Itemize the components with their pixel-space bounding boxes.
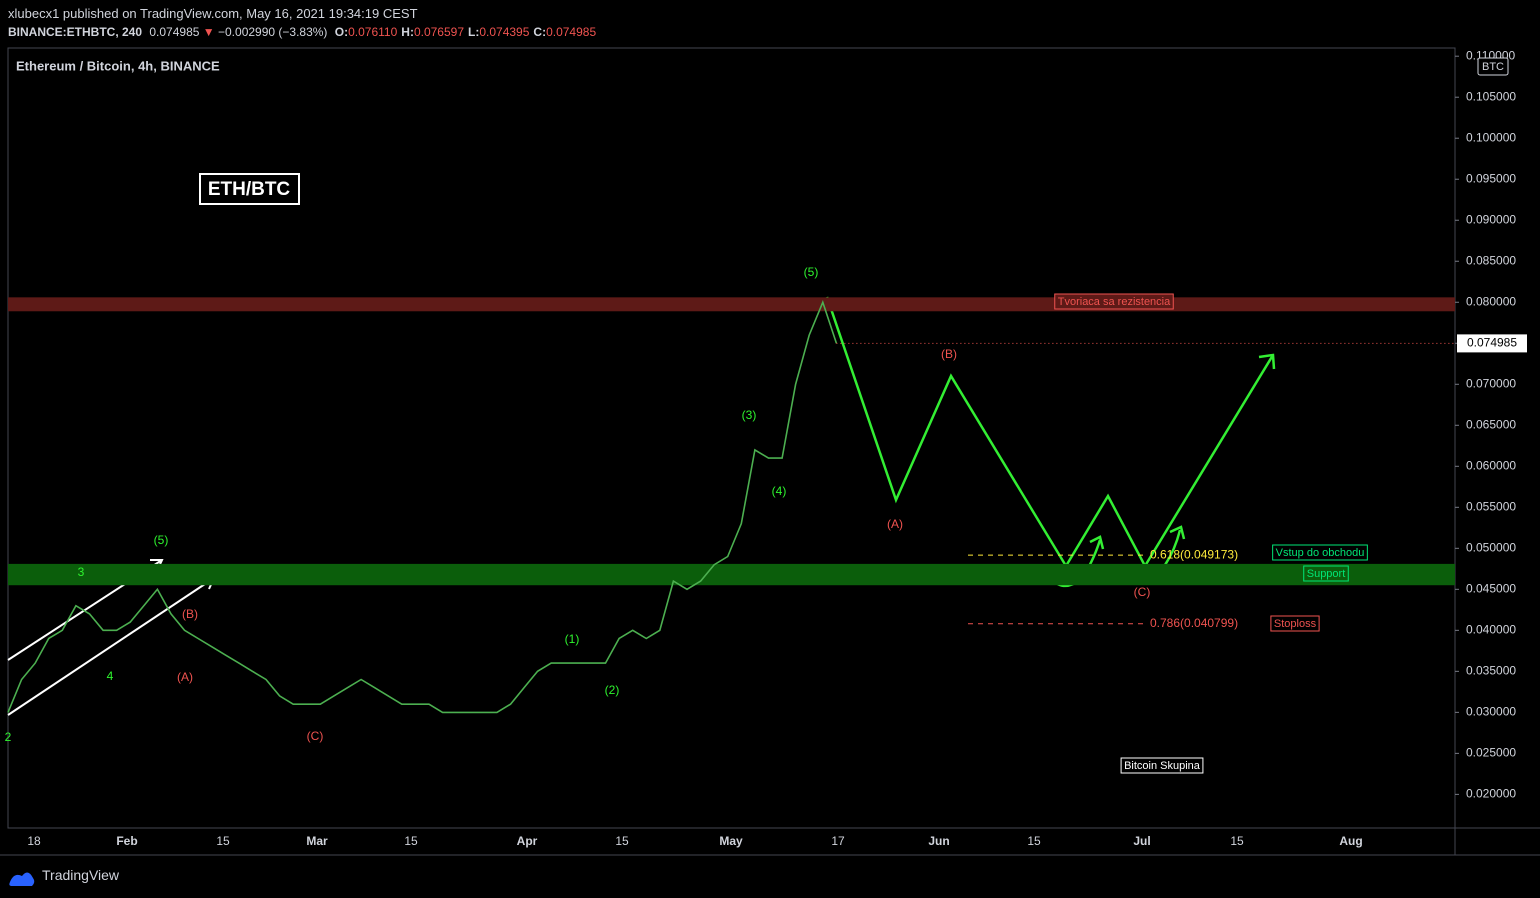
wave-label: 2 (5, 730, 12, 744)
wave-label: (2) (605, 683, 620, 697)
wave-label: (A) (887, 517, 903, 531)
symbol: BINANCE:ETHBTC, 240 (8, 25, 143, 39)
price-line (7, 300, 838, 714)
y-tick-label: 0.025000 (1466, 746, 1516, 760)
note-frame (1120, 757, 1204, 774)
y-tick-label: 0.020000 (1466, 787, 1516, 801)
x-tick-label: Aug (1339, 834, 1362, 848)
y-tick-label: 0.090000 (1466, 212, 1516, 226)
fib-label: 0.618(0.049173) (1150, 547, 1238, 561)
zone-label: Support (1307, 568, 1346, 580)
x-tick-label: Jul (1133, 834, 1150, 848)
x-tick-label: Feb (116, 834, 137, 848)
ohlc-key: L: (468, 25, 480, 39)
footer: TradingView (8, 867, 119, 883)
x-tick-label: May (719, 834, 743, 848)
y-tick-label: 0.080000 (1466, 294, 1516, 308)
y-tick-label: 0.035000 (1466, 664, 1516, 678)
y-tick-label: 0.060000 (1466, 458, 1516, 472)
wave-label: (4) (772, 484, 787, 498)
wave-label: (A) (177, 670, 193, 684)
note: Stoploss (1274, 618, 1317, 630)
y-tick-label: 0.100000 (1466, 130, 1516, 144)
note-frame (1270, 615, 1320, 632)
label-box-frame (199, 173, 300, 205)
wave-label: (5) (804, 265, 819, 279)
wave-label: (C) (1134, 585, 1151, 599)
wave-label: (B) (941, 347, 957, 361)
x-tick-label: 15 (1027, 834, 1041, 848)
x-tick-label: 15 (1230, 834, 1244, 848)
zone-label-frame (1054, 293, 1174, 310)
ohlc-value: 0.076110 (348, 25, 398, 39)
ohlc-value: 0.074985 (546, 25, 597, 39)
x-tick-label: 15 (404, 834, 418, 848)
wave-label: (C) (307, 729, 324, 743)
last: 0.074985 (149, 25, 200, 39)
x-tick-label: Jun (928, 834, 949, 848)
wave-label: (5) (154, 533, 169, 547)
fib-label: 0.786(0.040799) (1150, 616, 1238, 630)
zone (8, 563, 1455, 586)
y-tick-label: 0.070000 (1466, 376, 1516, 390)
last-price-label: 0.074985 (1467, 336, 1517, 350)
y-tick-label: 0.045000 (1466, 581, 1516, 595)
publisher: xlubecx1 published on TradingView.com, M… (8, 6, 418, 21)
layer: Ethereum / Bitcoin, 4h, BINANCE ETH/BTC Tv… (5, 48, 1527, 848)
ohlc-key: O: (334, 25, 349, 39)
currency: BTC (1482, 61, 1504, 73)
y-tick-label: 0.050000 (1466, 540, 1516, 554)
arrow-head (1169, 525, 1186, 540)
x-tick-label: 15 (615, 834, 629, 848)
note-frame (1272, 544, 1368, 561)
currency-frame (1477, 57, 1509, 76)
y-tick-label: 0.105000 (1466, 89, 1516, 103)
note: Bitcoin Skupina (1124, 760, 1201, 772)
wave-label: (3) (742, 408, 757, 422)
symbol-row: BINANCE:ETHBTC, 240 0.074985 ▼ −0.002990… (8, 25, 596, 39)
channel-line (7, 577, 215, 716)
x-tick-label: 18 (27, 834, 41, 848)
wave-label: 3 (78, 565, 85, 579)
label-box: ETH/BTC (208, 179, 291, 200)
wave-label: (B) (182, 607, 198, 621)
note: Vstup do obchodu (1276, 547, 1365, 559)
x-tick-label: 17 (831, 834, 845, 848)
y-tick-label: 0.030000 (1466, 705, 1516, 719)
x-tick-label: 15 (216, 834, 230, 848)
y-tick-label: 0.095000 (1466, 171, 1516, 185)
x-tick-label: Mar (306, 834, 328, 848)
last-price-frame (1457, 334, 1527, 353)
zone (8, 297, 1455, 312)
arrow: ▼ (202, 25, 215, 39)
ohlc-value: 0.076597 (413, 25, 465, 39)
zone-label-frame (1303, 565, 1349, 582)
wave-label: (1) (565, 632, 580, 646)
ohlc-key: H: (401, 25, 414, 39)
zone-label: Tvoriaca sa rezistencia (1058, 296, 1171, 308)
brand: TradingView (42, 867, 120, 883)
y-tick-label: 0.055000 (1466, 499, 1516, 513)
y-tick-label: 0.040000 (1466, 623, 1516, 637)
ohlc-key: C: (533, 25, 547, 39)
y-tick-label: 0.065000 (1466, 417, 1516, 431)
wave-label: 4 (107, 669, 114, 683)
logo (9, 872, 35, 886)
arrow-head (1089, 535, 1105, 550)
chart-title: Ethereum / Bitcoin, 4h, BINANCE (16, 58, 220, 73)
ohlc-value: 0.074395 (479, 25, 530, 39)
change: −0.002990 (−3.83%) (218, 25, 328, 39)
y-tick-label: 0.085000 (1466, 253, 1516, 267)
x-tick-label: Apr (517, 834, 538, 848)
plot-area (7, 47, 1456, 829)
ohlc: O:0.076110 H:0.076597 L:0.074395 C:0.074985 (331, 25, 596, 39)
arrow-head (1258, 353, 1276, 370)
